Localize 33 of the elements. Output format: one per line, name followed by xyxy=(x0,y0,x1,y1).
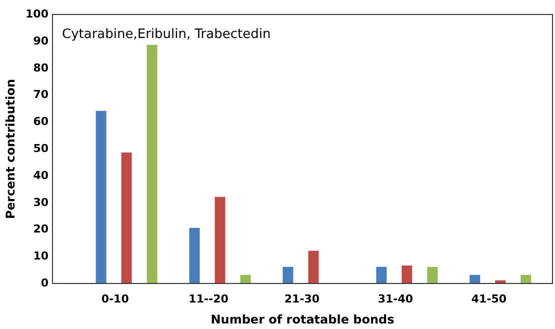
y-axis-title: Percent contribution xyxy=(4,79,18,219)
y-tick-label: 90 xyxy=(33,34,49,48)
x-tick-label: 0-10 xyxy=(101,292,130,306)
bar xyxy=(189,228,200,283)
bar xyxy=(376,266,387,283)
y-tick-label: 40 xyxy=(33,168,49,182)
x-tick-label: 41-50 xyxy=(471,292,507,306)
bar xyxy=(520,274,532,283)
x-tick-label: 11--20 xyxy=(188,292,229,306)
y-tick-label: 50 xyxy=(33,142,49,155)
y-tick-label: 70 xyxy=(33,88,49,102)
y-tick-label: 100 xyxy=(26,8,49,20)
y-tick-label: 10 xyxy=(33,250,49,263)
bar xyxy=(402,266,412,283)
bar xyxy=(240,274,251,283)
y-tick-label: 0 xyxy=(40,276,49,290)
bar xyxy=(146,44,158,283)
bar xyxy=(282,266,294,283)
annotation: Cytarabine,Eribulin, Trabectedin xyxy=(62,27,271,42)
bar xyxy=(495,280,506,283)
bar xyxy=(427,266,438,283)
y-tick-label: 60 xyxy=(33,115,49,128)
bar xyxy=(308,250,319,283)
x-axis-title: Number of rotatable bonds xyxy=(210,312,394,326)
bar xyxy=(121,152,132,283)
x-tick-label: 21-30 xyxy=(284,292,320,306)
bar xyxy=(96,110,106,283)
y-tick-label: 30 xyxy=(33,196,49,209)
x-tick-label: 31-40 xyxy=(378,292,414,306)
y-tick-label: 80 xyxy=(33,61,49,74)
bar xyxy=(214,196,226,283)
y-tick-label: 20 xyxy=(33,222,49,236)
bar xyxy=(470,274,480,283)
